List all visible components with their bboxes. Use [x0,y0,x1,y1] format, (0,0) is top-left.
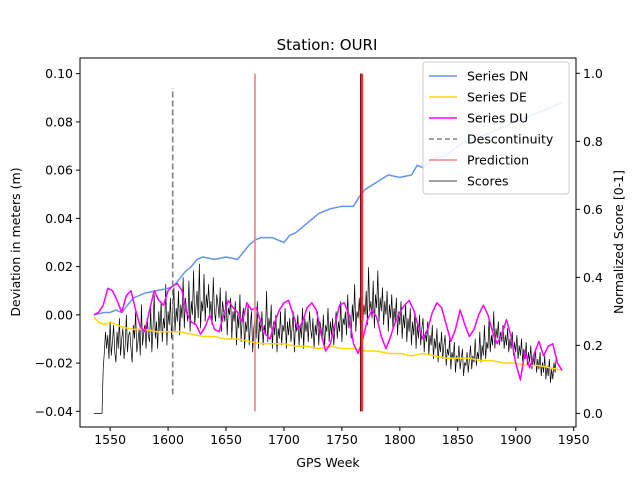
y2-tick-label: 0.8 [583,134,603,149]
x-axis-label: GPS Week [296,455,360,470]
x-tick-label: 1900 [500,432,532,447]
y-tick-label: 0.08 [45,114,73,129]
x-tick-label: 1650 [210,432,242,447]
y-tick-label: 0.04 [45,211,73,226]
y2-tick-label: 0.6 [583,202,603,217]
legend-label: Scores [467,174,509,189]
y2-tick-label: 0.2 [583,338,603,353]
series-line-series-du [93,282,563,381]
plot-series-group [93,73,563,414]
axis-ticks: 1550 1600 1650 1700 1750 1800 1850 1900 1950 −0.0… [35,66,603,447]
legend: Series DN Series DE Series DU Descontinuity… [422,61,570,195]
y2-tick-label: 1.0 [583,66,603,81]
legend-label: Descontinuity [467,132,554,147]
x-tick-label: 1550 [94,432,126,447]
x-tick-label: 1750 [326,432,358,447]
y2-tick-label: 0.0 [583,406,603,421]
y-tick-label: 0.00 [45,307,73,322]
x-tick-label: 1600 [152,432,184,447]
y-tick-label: −0.02 [35,356,73,371]
legend-label: Series DN [467,69,528,84]
legend-label: Series DU [467,111,528,126]
legend-label: Prediction [467,153,529,168]
scores-line [93,263,557,414]
y-tick-label: 0.06 [45,163,73,178]
x-tick-label: 1950 [558,432,590,447]
y-tick-label: 0.10 [45,66,73,81]
y-axis-label: Deviation in meters (m) [8,167,23,316]
plot-area [93,73,563,414]
series-line-series-de [93,316,563,372]
chart-title: Station: OURI [277,36,378,54]
x-tick-label: 1850 [442,432,474,447]
x-tick-label: 1700 [268,432,300,447]
y2-axis-label: Normalized Score [0-1] [611,170,626,314]
legend-box [422,61,570,195]
legend-label: Series DE [467,90,527,105]
y-tick-label: −0.04 [35,404,73,419]
x-tick-label: 1800 [384,432,416,447]
axes-frame [79,57,577,428]
y-tick-label: 0.02 [45,259,73,274]
y2-tick-label: 0.4 [583,270,603,285]
